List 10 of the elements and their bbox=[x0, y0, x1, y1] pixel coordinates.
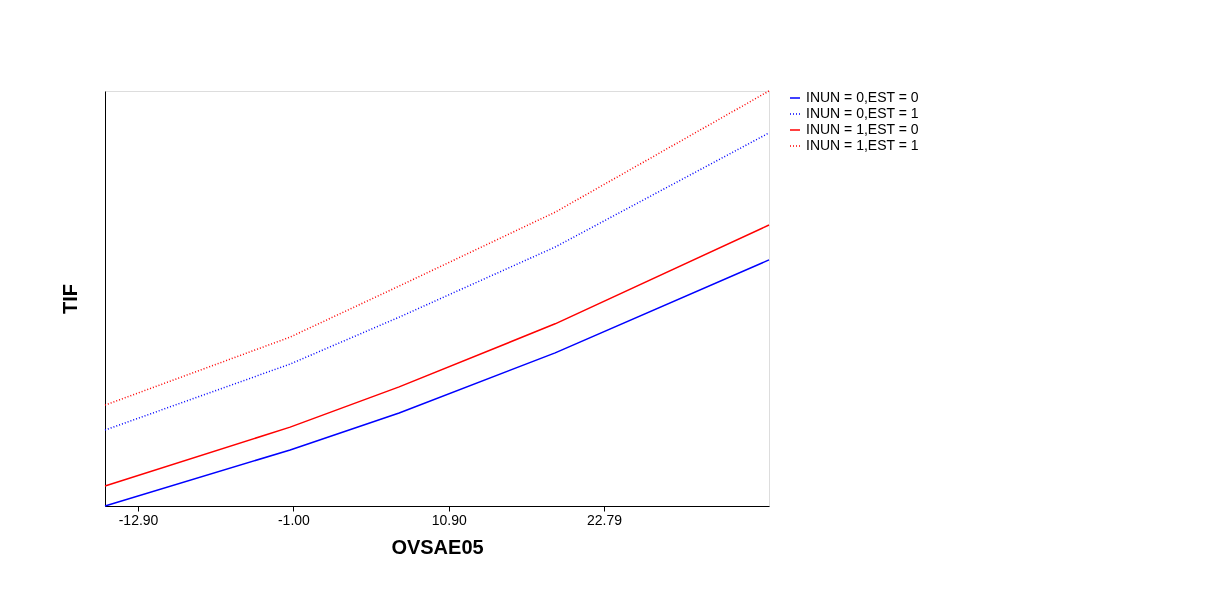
x-axis-title: OVSAE05 bbox=[391, 535, 484, 558]
legend-label: INUN = 1,EST = 0 bbox=[806, 121, 919, 137]
y-axis-title: TIF bbox=[58, 284, 81, 314]
x-tick-label: 22.79 bbox=[586, 511, 623, 528]
x-tick-label: -1.00 bbox=[277, 511, 311, 528]
legend-label: INUN = 0,EST = 1 bbox=[806, 105, 919, 121]
legend-label: INUN = 1,EST = 1 bbox=[806, 137, 919, 153]
legend-label: INUN = 0,EST = 0 bbox=[806, 89, 919, 105]
x-tick-label: 10.90 bbox=[431, 511, 467, 528]
x-tick-label: -12.90 bbox=[118, 511, 159, 528]
